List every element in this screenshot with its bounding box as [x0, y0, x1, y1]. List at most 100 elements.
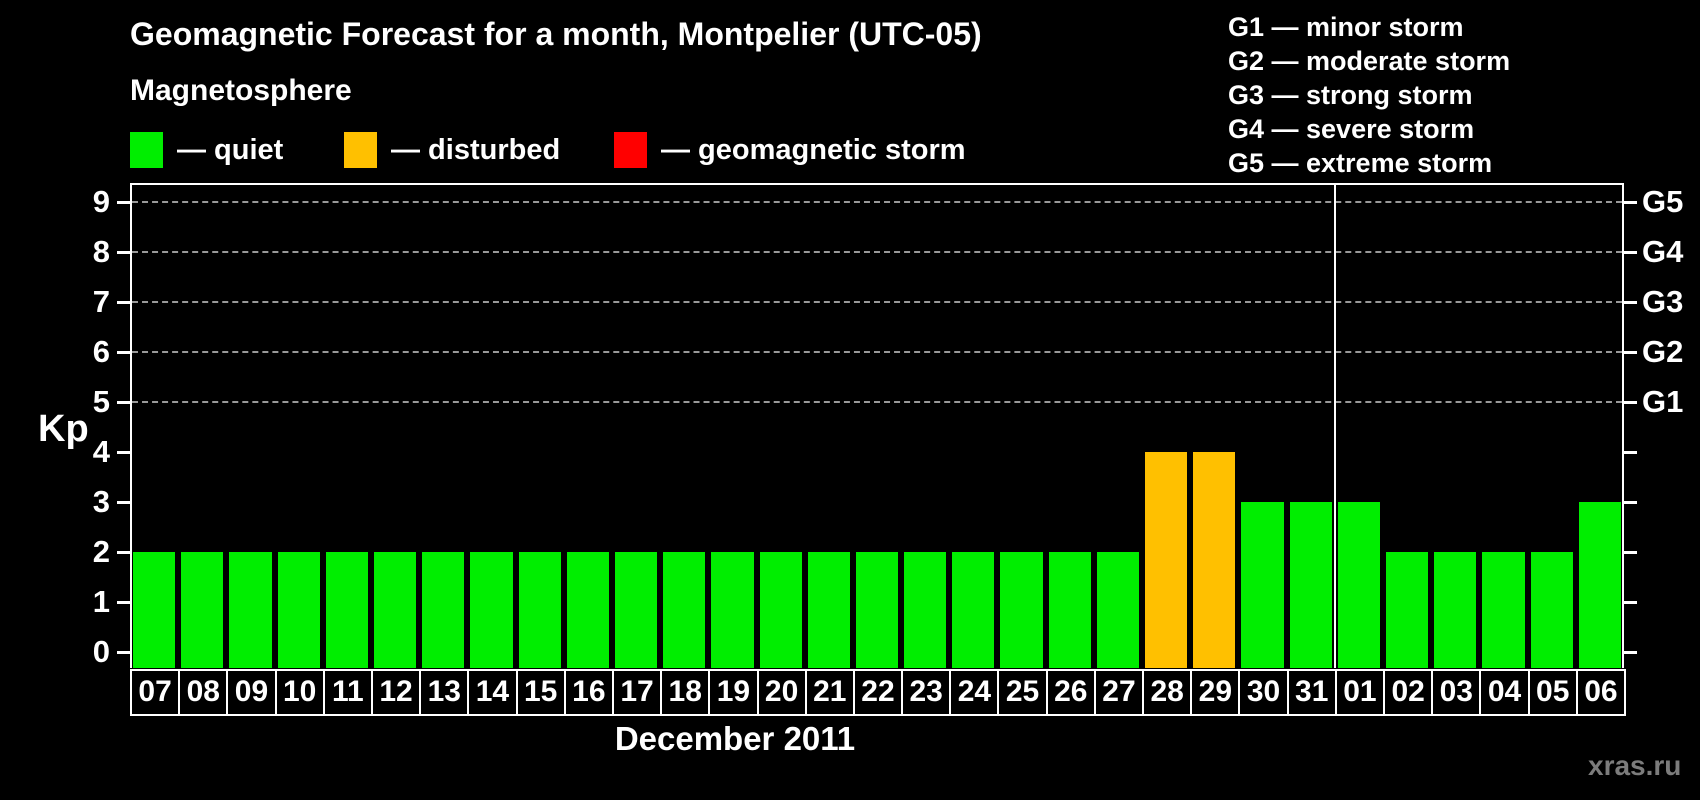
y-tick-right-7 [1624, 301, 1637, 304]
x-axis-title: December 2011 [614, 720, 856, 757]
day-label-15: 15 [515, 669, 566, 716]
day-label-24: 24 [949, 669, 1000, 716]
day-label-23: 23 [901, 669, 952, 716]
bar-day-03 [1434, 552, 1477, 668]
bar-day-22 [855, 552, 899, 668]
plot-border-right [1622, 183, 1624, 668]
plot-area: 0 1 2 3 4 5 6 7 8 9 G1 G2 G3 G4 G5 [93, 183, 1683, 669]
day-label-28: 28 [1142, 669, 1193, 716]
day-label-02: 02 [1383, 669, 1434, 716]
bar-day-24 [952, 552, 995, 668]
bar-day-05 [1530, 552, 1573, 668]
day-label-18: 18 [660, 669, 711, 716]
day-label-21: 21 [804, 669, 855, 716]
y-tick-right-5 [1624, 401, 1637, 404]
y-tick-right-8 [1624, 251, 1637, 254]
day-label-11: 11 [322, 669, 373, 716]
legend-label-storm: — geomagnetic storm [661, 133, 966, 166]
right-axis-label-g1: G1 [1642, 384, 1684, 419]
day-label-25: 25 [997, 669, 1048, 716]
day-label-05: 05 [1527, 669, 1578, 716]
day-label-30: 30 [1238, 669, 1289, 716]
bar-day-08 [181, 552, 224, 668]
g-legend-line-4: G4 — severe storm [1228, 114, 1475, 144]
legend-item-quiet: — quiet [130, 128, 283, 172]
day-label-27: 27 [1093, 669, 1145, 716]
y-tick-right-3 [1624, 501, 1637, 504]
y-tick-right-4 [1624, 451, 1637, 454]
bar-day-30 [1241, 502, 1284, 668]
bar-day-25 [1000, 552, 1043, 668]
legend-item-disturbed: — disturbed [344, 128, 560, 172]
bar-day-16 [566, 552, 609, 668]
legend-swatch-storm [614, 132, 647, 168]
day-label-22: 22 [852, 669, 904, 716]
bar-day-29 [1193, 452, 1236, 668]
y-tick-left-3 [117, 501, 130, 504]
gridline-kp7 [132, 301, 1622, 303]
y-tick-right-6 [1624, 351, 1637, 354]
x-axis-day-labels: 07 08 09 10 11 12 13 14 15 16 17 18 19 20 21 22 23 24 25 26… [130, 669, 1630, 716]
y-tick-label-2: 2 [92, 534, 110, 569]
y-tick-left-1 [117, 601, 130, 604]
y-tick-right-9 [1624, 201, 1637, 204]
right-axis-label-g4: G4 [1642, 234, 1684, 269]
day-label-13: 13 [419, 669, 470, 716]
y-tick-left-2 [117, 551, 130, 554]
y-tick-label-9: 9 [92, 184, 110, 219]
day-label-31: 31 [1286, 669, 1337, 716]
day-label-17: 17 [611, 669, 663, 716]
bar-day-01 [1337, 502, 1381, 668]
legend-item-storm: — geomagnetic storm [614, 128, 966, 172]
y-tick-label-6: 6 [92, 334, 110, 369]
day-label-04: 04 [1479, 669, 1530, 716]
bar-day-11 [325, 552, 368, 668]
y-tick-label-3: 3 [92, 484, 110, 519]
magnetosphere-legend: — quiet — disturbed — geomagnetic storm [0, 128, 1700, 172]
y-tick-right-0 [1624, 651, 1637, 654]
y-tick-label-1: 1 [92, 584, 110, 619]
plot-border-top [130, 183, 1624, 185]
bar-day-07 [133, 552, 176, 668]
bar-day-09 [229, 552, 272, 668]
bar-day-06 [1578, 502, 1621, 668]
legend-swatch-disturbed [344, 132, 377, 168]
y-tick-label-8: 8 [92, 234, 110, 269]
right-axis-label-g3: G3 [1642, 284, 1684, 319]
y-tick-label-0: 0 [92, 634, 110, 669]
g-scale-legend: G1 — minor storm G2 — moderate storm G3 — … [1228, 10, 1510, 180]
bar-day-04 [1482, 552, 1525, 668]
bar-day-02 [1386, 552, 1429, 668]
bar-day-10 [277, 552, 320, 668]
g-legend-line-5: G5 — extreme storm [1228, 148, 1493, 178]
y-tick-left-9 [117, 201, 130, 204]
legend-label-quiet: — quiet [177, 133, 284, 166]
g-legend-line-3: G3 — strong storm [1228, 80, 1473, 110]
right-axis-label-g5: G5 [1642, 184, 1684, 219]
bar-day-13 [422, 552, 465, 668]
bar-day-12 [373, 552, 417, 668]
magnetosphere-legend-title: Magnetosphere [130, 74, 352, 107]
right-axis-label-g2: G2 [1642, 334, 1684, 369]
bar-day-18 [663, 552, 706, 668]
chart-title: Geomagnetic Forecast for a month, Montpe… [130, 16, 982, 52]
bar-day-23 [904, 552, 947, 668]
y-tick-left-5 [117, 401, 130, 404]
bar-day-28 [1145, 452, 1188, 668]
day-label-20: 20 [756, 669, 807, 716]
day-label-07: 07 [130, 669, 181, 716]
y-tick-label-5: 5 [92, 384, 110, 419]
bar-day-20 [759, 552, 802, 668]
y-tick-left-0 [117, 651, 130, 654]
gridline-kp8 [132, 251, 1622, 253]
y-tick-left-7 [117, 301, 130, 304]
bar-day-14 [470, 552, 513, 668]
plot-border-left [130, 183, 132, 668]
day-label-12: 12 [370, 669, 422, 716]
day-label-19: 19 [708, 669, 759, 716]
y-axis-label: Kp [38, 408, 89, 450]
y-tick-label-7: 7 [92, 284, 110, 319]
bar-day-15 [518, 552, 561, 668]
day-label-16: 16 [563, 669, 614, 716]
bar-day-17 [614, 552, 658, 668]
